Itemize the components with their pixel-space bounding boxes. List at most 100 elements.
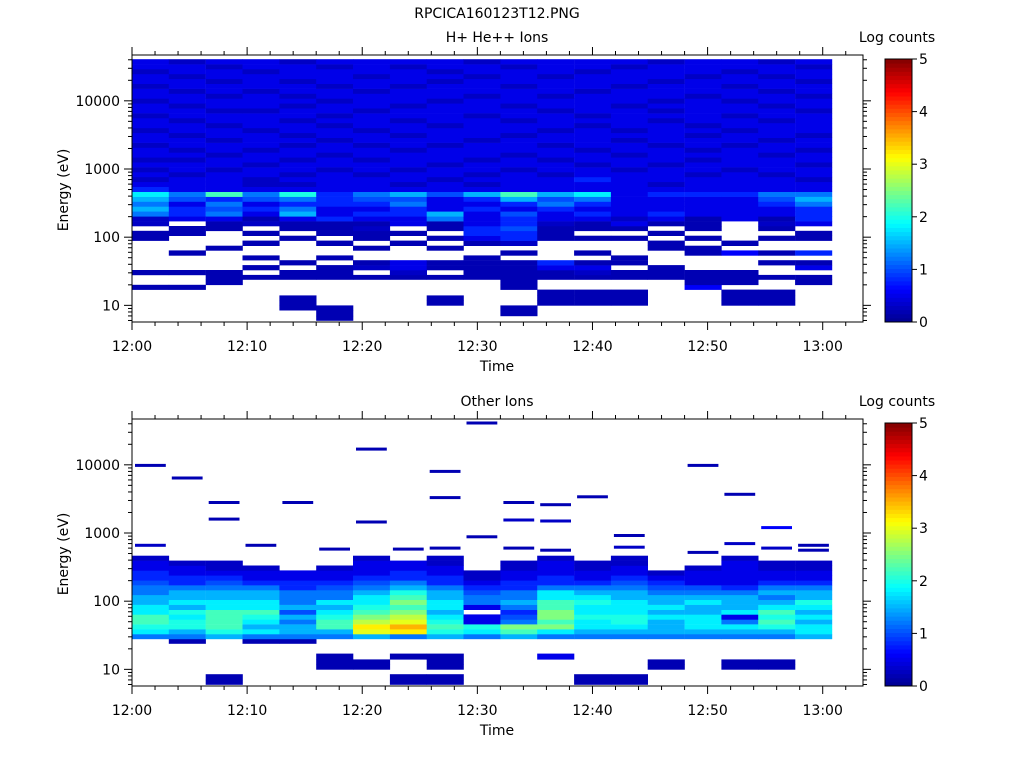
- heatmap-cell: [758, 123, 796, 129]
- heatmap-cell: [610, 235, 648, 241]
- heatmap-cell: [574, 599, 612, 605]
- heatmap-cell: [205, 274, 243, 280]
- heatmap-cell: [574, 98, 612, 104]
- heatmap-cell: [795, 274, 833, 280]
- heatmap-cell: [721, 78, 759, 84]
- heatmap-cell: [795, 565, 833, 571]
- heatmap-cell: [389, 64, 427, 70]
- heatmap-cell: [242, 216, 280, 222]
- heatmap-cell: [684, 132, 722, 138]
- colorbar-tick-label: 0: [919, 315, 928, 331]
- colorbar-swatch: [885, 75, 912, 81]
- heatmap-cell: [758, 624, 796, 630]
- heatmap-cell: [353, 211, 391, 217]
- heatmap-cell: [242, 108, 280, 114]
- heatmap-cell: [684, 604, 722, 610]
- heatmap-cell: [316, 216, 354, 222]
- heatmap-cell: [316, 127, 354, 134]
- heatmap-cell: [168, 634, 206, 640]
- heatmap-cell: [758, 274, 796, 280]
- colorbar-swatch: [885, 447, 912, 453]
- heatmap-cell: [537, 614, 575, 620]
- y-axis: 10 100 1000 10000: [75, 423, 871, 685]
- heatmap-cell: [574, 176, 612, 183]
- heatmap-cell: [647, 152, 685, 158]
- heatmap-cell: [279, 580, 317, 586]
- heatmap-cell: [684, 103, 722, 109]
- heatmap-cell: [574, 570, 612, 576]
- heatmap-cell: [279, 142, 317, 148]
- heatmap-cell: [242, 594, 280, 600]
- heatmap-cell: [353, 59, 391, 65]
- heatmap-cell: [758, 609, 796, 615]
- heatmap-cell: [500, 226, 538, 232]
- x-tick-label: 12:50: [687, 339, 727, 355]
- heatmap-cell: [463, 265, 501, 271]
- heatmap-cell: [463, 270, 501, 276]
- colorbar-swatch: [885, 190, 912, 196]
- colorbar-swatch: [885, 554, 912, 560]
- heatmap-cell: [647, 103, 685, 109]
- heatmap-cell: [500, 132, 538, 138]
- heatmap-cell: [500, 284, 538, 290]
- heatmap-cell: [242, 142, 280, 148]
- heatmap-cell: [242, 157, 280, 163]
- heatmap-cell: [537, 594, 575, 600]
- heatmap-cell: [500, 176, 538, 183]
- heatmap-cell: [721, 580, 759, 586]
- heatmap-cell: [721, 250, 759, 256]
- colorbar-swatch: [885, 194, 912, 200]
- heatmap-cell: [389, 230, 427, 236]
- heatmap-cell: [684, 98, 722, 104]
- heatmap-cell: [205, 609, 243, 615]
- heatmap-cell: [168, 176, 206, 183]
- heatmap-cell: [610, 206, 648, 212]
- heatmap-cell: [500, 590, 538, 596]
- colorbar-swatch: [885, 223, 912, 228]
- heatmap-cell: [279, 98, 317, 104]
- heatmap-cell: [242, 64, 280, 70]
- heatmap-cell: [168, 619, 206, 625]
- heatmap-cell: [242, 230, 280, 236]
- heatmap-cell: [795, 260, 833, 266]
- heatmap-cell: [316, 88, 354, 94]
- heatmap-cell: [758, 137, 796, 143]
- heatmap-cell: [279, 108, 317, 114]
- heatmap-cell: [721, 147, 759, 153]
- heatmap-cell: [168, 186, 206, 192]
- heatmap-cell: [353, 78, 391, 84]
- heatmap-cell: [208, 501, 240, 504]
- heatmap-cell: [537, 235, 575, 241]
- colorbar-swatch: [885, 513, 912, 519]
- heatmap-cell: [463, 108, 501, 114]
- heatmap-cell: [684, 108, 722, 114]
- heatmap-cell: [353, 181, 391, 187]
- heatmap-cell: [795, 127, 833, 134]
- heatmap-cell: [389, 98, 427, 104]
- heatmap-cell: [279, 73, 317, 80]
- heatmap-cell: [132, 565, 170, 571]
- heatmap-cell: [132, 64, 170, 70]
- heatmap-cell: [574, 83, 612, 89]
- heatmap-cell: [721, 88, 759, 94]
- heatmap-cell: [426, 565, 464, 571]
- heatmap-cell: [463, 157, 501, 163]
- heatmap-cell: [168, 152, 206, 158]
- heatmap-cell: [721, 634, 759, 640]
- heatmap-cell: [721, 142, 759, 148]
- heatmap-cell: [463, 78, 501, 84]
- heatmap-cell: [724, 542, 756, 546]
- heatmap-cell: [353, 152, 391, 158]
- heatmap-cell: [242, 98, 280, 104]
- heatmap-cell: [168, 226, 206, 232]
- heatmap-cell: [610, 226, 648, 232]
- heatmap-cell: [758, 599, 796, 605]
- colorbar-swatch: [885, 67, 912, 72]
- heatmap-cell: [537, 609, 575, 615]
- heatmap-cell: [500, 240, 538, 246]
- heatmap-cell: [242, 575, 280, 581]
- colorbar-swatch: [885, 673, 912, 679]
- colorbar-swatch: [885, 443, 912, 449]
- heatmap-cell: [574, 88, 612, 94]
- colorbar-swatch: [885, 599, 912, 605]
